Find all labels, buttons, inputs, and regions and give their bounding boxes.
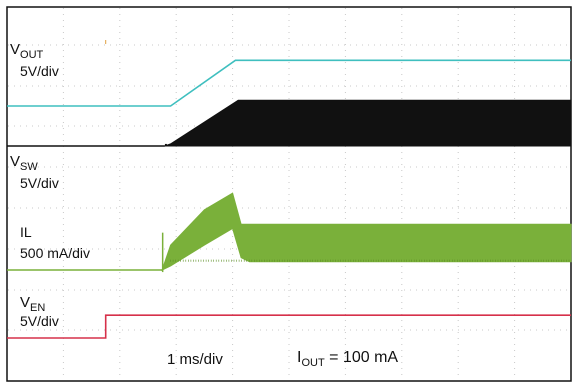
label-il: IL: [20, 224, 32, 240]
trace-vsw-edge: [164, 143, 167, 146]
label-ven-main: V: [20, 294, 30, 311]
iout-sub: OUT: [301, 357, 325, 369]
iout-annotation: IOUT = 100 mA: [297, 349, 398, 369]
scale-vsw: 5V/div: [20, 175, 59, 191]
label-vsw-sub: SW: [20, 161, 38, 173]
traces-layer: [7, 59, 572, 339]
scale-vout: 5V/div: [20, 63, 59, 79]
label-vout-main: V: [10, 41, 20, 58]
trace-ven: [7, 314, 571, 339]
label-ven: VEN: [20, 294, 45, 314]
label-vout-sub: OUT: [20, 49, 44, 61]
label-vsw-main: V: [10, 153, 20, 170]
scale-ven: 5V/div: [20, 313, 59, 329]
scale-il: 500 mA/div: [20, 245, 90, 261]
trace-il-envelope: [161, 192, 572, 271]
iout-prefix: I: [297, 349, 301, 366]
label-vsw: VSW: [10, 153, 38, 173]
label-vout: VOUT: [10, 41, 44, 61]
trace-vsw-envelope: [164, 99, 572, 147]
iout-text: = 100 mA: [325, 349, 399, 366]
label-ven-sub: EN: [30, 302, 45, 314]
trace-vout: [7, 59, 571, 107]
time-scale-label: 1 ms/div: [167, 351, 223, 368]
